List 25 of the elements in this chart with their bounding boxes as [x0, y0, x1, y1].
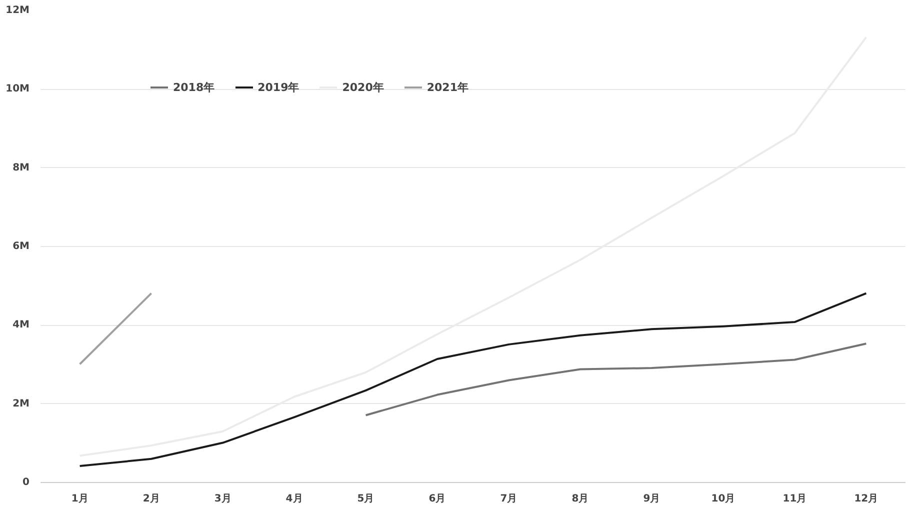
x-tick-label: 8月 — [572, 494, 589, 504]
x-tick-label: 6月 — [428, 494, 446, 504]
y-tick-label: 2M — [12, 398, 30, 410]
x-tick-label: 4月 — [286, 494, 303, 504]
x-tick-label: 11月 — [782, 494, 807, 504]
x-tick-label: 12月 — [854, 494, 878, 504]
line-series — [78, 292, 868, 467]
x-tick-label: 9月 — [643, 494, 660, 504]
legend-label: 2020年 — [342, 80, 384, 94]
y-tick-label: 12M — [6, 5, 30, 16]
x-tick-label: 5月 — [357, 494, 374, 504]
x-tick-label: 1月 — [71, 494, 88, 504]
x-tick-label: 10月 — [711, 494, 736, 504]
x-tick-label: 7月 — [500, 494, 518, 504]
legend-label: 2019年 — [258, 80, 300, 94]
y-tick-label: 4M — [12, 320, 30, 331]
y-tick-label: 8M — [12, 162, 30, 174]
y-tick-label: 6M — [12, 241, 30, 252]
x-tick-label: 2月 — [142, 494, 160, 504]
legend-label: 2021年 — [426, 80, 468, 94]
x-tick-label: 3月 — [214, 494, 232, 504]
line-series — [364, 342, 868, 416]
y-tick-label: 10M — [6, 84, 30, 95]
legend-label: 2018年 — [173, 80, 215, 94]
y-tick-label: 0 — [22, 477, 30, 488]
